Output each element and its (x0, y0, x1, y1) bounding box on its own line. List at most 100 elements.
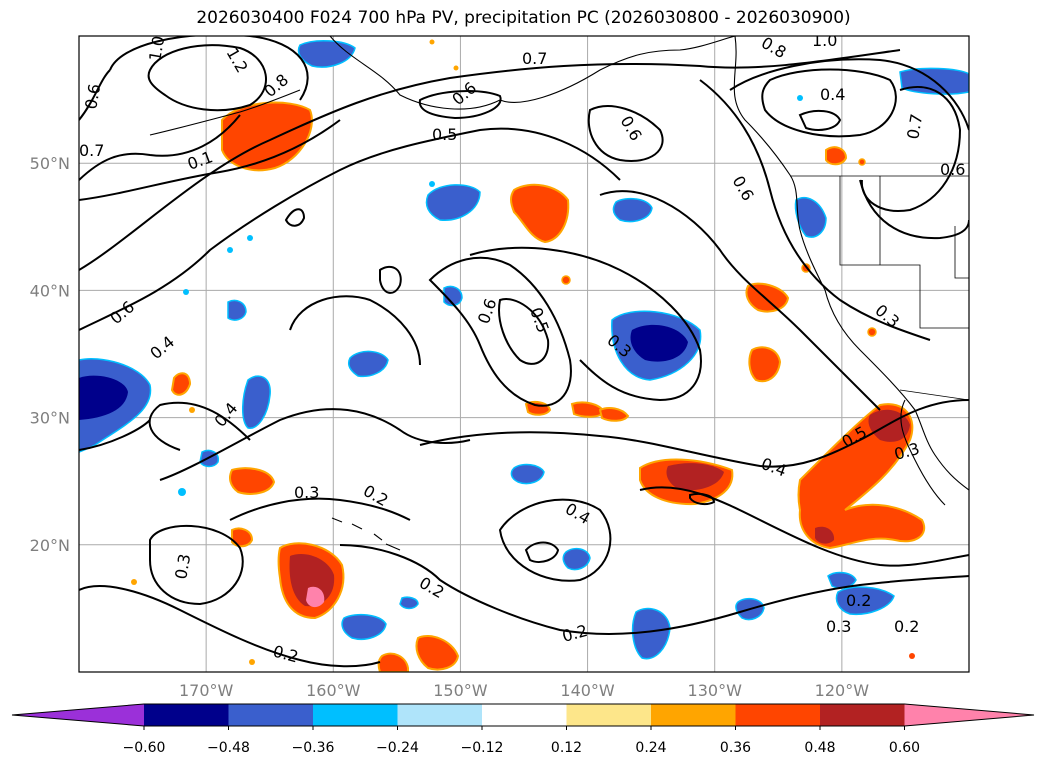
neg-blob (183, 289, 189, 295)
contour (699, 79, 931, 341)
neg-blob (178, 488, 186, 496)
colorbar-extend-high (904, 704, 1034, 726)
coastline-bc (733, 36, 801, 231)
neg-blob (510, 463, 545, 485)
contour (428, 256, 572, 407)
neg-blob (794, 197, 827, 238)
contour (79, 69, 111, 121)
contour-label: 0.3 (294, 483, 319, 502)
pos-blob (748, 346, 782, 383)
neg-blob (79, 375, 128, 420)
contour-label: 0.2 (894, 617, 919, 636)
coastline-aleutians (149, 89, 301, 136)
border-state (839, 176, 969, 329)
pos-blob (598, 407, 630, 422)
colorbar-tick-label: −0.36 (292, 740, 335, 756)
pos-blob (867, 327, 877, 337)
pos-blob (377, 652, 409, 672)
neg-blob (631, 607, 671, 660)
contour-label: 0.7 (522, 49, 547, 68)
colorbar-tick-label: −0.12 (461, 740, 504, 756)
contour-label: 0.5 (432, 125, 457, 144)
lon-label: 170°W (179, 681, 234, 700)
map-frame (78, 35, 970, 673)
pos-blob (510, 183, 570, 244)
pos-blob (231, 527, 254, 548)
contour (229, 497, 411, 521)
positive-anomaly-areas (131, 39, 925, 672)
neg-blob (341, 613, 387, 640)
colorbar: −0.60 −0.48 −0.36 −0.24 −0.12 0.12 0.24 0.36 0.4… (11, 703, 1035, 756)
contour (587, 105, 664, 162)
colorbar-segment (820, 704, 905, 726)
contour (148, 401, 251, 451)
neg-blob (227, 299, 247, 321)
pos-blob (453, 65, 459, 71)
coastline-alaska (329, 36, 736, 110)
neg-blob (612, 197, 653, 223)
contour (798, 109, 842, 131)
colorbar-tick-label: 0.12 (551, 740, 582, 756)
contour (159, 408, 471, 481)
contour-label: 0.7 (903, 112, 926, 140)
pos-blob (825, 146, 848, 166)
lon-label: 150°W (433, 681, 488, 700)
colorbar-segment (397, 704, 483, 726)
colorbar-tick-label: −0.60 (123, 740, 166, 756)
contour (498, 498, 612, 582)
colorbar-tick-label: 0.24 (635, 740, 666, 756)
pos-blob (131, 579, 137, 585)
pos-blob (858, 158, 866, 166)
contour-label: 0.3 (171, 552, 194, 580)
contour (147, 44, 267, 112)
border-state (954, 226, 969, 279)
contour-label: 0.2 (846, 591, 871, 610)
neg-blob (399, 596, 419, 610)
contour-label: 0.3 (826, 617, 851, 636)
neg-blob (242, 375, 271, 429)
lat-label: 50°N (30, 154, 70, 173)
map-contents: 1.0 1.2 0.6 0.7 0.8 0.7 0.8 1.0 0.4 0.6 … (79, 36, 969, 672)
contour (498, 298, 550, 365)
colorbar-extend-low (12, 704, 144, 726)
colorbar-segment (566, 704, 652, 726)
borders (790, 175, 969, 401)
lat-label: 30°N (30, 409, 70, 428)
colorbar-tick-label: −0.24 (376, 740, 419, 756)
pos-blob (229, 467, 276, 495)
colorbar-segment (313, 704, 398, 726)
colorbar-segment (144, 704, 229, 726)
border-us-mexico (899, 389, 969, 401)
pos-blob (909, 653, 915, 659)
contour (79, 119, 341, 201)
neg-blob (429, 181, 435, 187)
colorbar-tick-label: −0.48 (207, 740, 250, 756)
pos-blob (249, 659, 255, 665)
contour (109, 36, 309, 101)
contour (289, 295, 421, 366)
pv-contours (79, 36, 969, 668)
gridlines (79, 36, 969, 672)
lon-label: 130°W (688, 681, 743, 700)
negative-anomaly-areas (79, 40, 969, 660)
contour-label: 0.6 (81, 82, 104, 110)
contour-label: 0.6 (940, 160, 965, 179)
contour (761, 68, 897, 138)
longitude-labels: 170°W 160°W 150°W 140°W 130°W 120°W (179, 681, 869, 700)
pos-blob (429, 39, 435, 45)
neg-blob (425, 184, 481, 221)
lat-label: 40°N (30, 281, 70, 300)
coastlines (149, 36, 969, 551)
pos-blob (189, 407, 195, 413)
pos-blob (415, 635, 460, 671)
colorbar-segment (651, 704, 736, 726)
neg-blob (797, 95, 803, 101)
lat-label: 20°N (30, 536, 70, 555)
pos-blob (306, 586, 325, 608)
pos-blob (815, 526, 835, 544)
neg-blob (562, 547, 591, 571)
colorbar-tick-label: 0.60 (889, 740, 920, 756)
colorbar-tick-label: 0.36 (720, 740, 751, 756)
contour (149, 524, 244, 606)
